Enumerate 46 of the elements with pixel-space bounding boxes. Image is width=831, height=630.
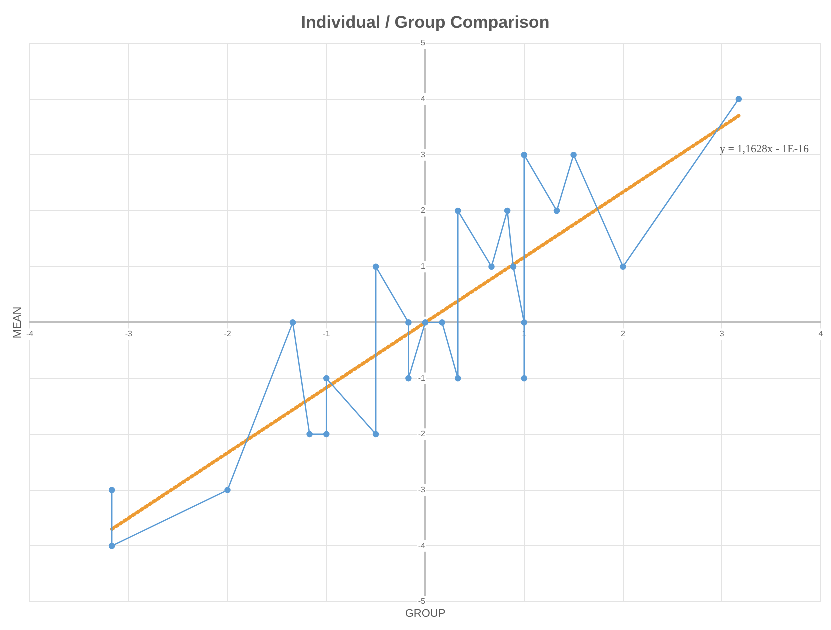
point: [372, 431, 380, 438]
point: [521, 152, 528, 158]
y-tick-label: -5: [418, 597, 426, 606]
annotation: y = 1,1628x - 1E-16: [720, 143, 810, 156]
x-axis-title: GROUP: [405, 608, 446, 620]
y-tick-label: -4: [418, 541, 426, 550]
point: [290, 320, 296, 326]
x-tick-label: -4: [26, 330, 34, 339]
x-tick-label: -2: [224, 330, 232, 339]
y-tick-label: 5: [421, 38, 426, 48]
point: [422, 320, 429, 326]
y-tick-label: -1: [418, 374, 426, 383]
point: [372, 264, 380, 270]
chart-title: Individual / Group Comparison: [301, 12, 550, 32]
x-tick-label: 4: [818, 330, 824, 339]
point: [323, 375, 330, 382]
y-tick-label: 1: [421, 262, 426, 272]
point: [736, 96, 742, 102]
x-tick-label: -3: [125, 330, 133, 339]
y-tick-label: -3: [418, 485, 426, 494]
point: [454, 208, 462, 214]
point: [108, 487, 116, 494]
point: [108, 542, 116, 550]
y-tick-label: 3: [421, 150, 426, 160]
point: [439, 320, 446, 326]
point: [224, 487, 231, 494]
point: [306, 431, 313, 438]
point: [521, 375, 528, 382]
x-tick-label: -1: [323, 330, 331, 339]
point: [504, 208, 511, 214]
x-tick-label: 3: [720, 330, 725, 339]
x-tick-label: 2: [621, 330, 626, 339]
point: [406, 320, 412, 326]
point: [554, 208, 560, 214]
point: [570, 152, 577, 158]
point: [488, 264, 495, 270]
y-axis-title: MEAN: [12, 306, 24, 339]
point: [454, 375, 462, 382]
y-tick-label: 2: [421, 206, 426, 216]
point: [323, 431, 330, 438]
y-tick-label: 4: [421, 94, 426, 104]
point: [521, 320, 528, 326]
point: [620, 264, 626, 270]
point: [406, 375, 412, 382]
y-tick-label: -2: [418, 430, 426, 439]
point: [510, 264, 517, 270]
